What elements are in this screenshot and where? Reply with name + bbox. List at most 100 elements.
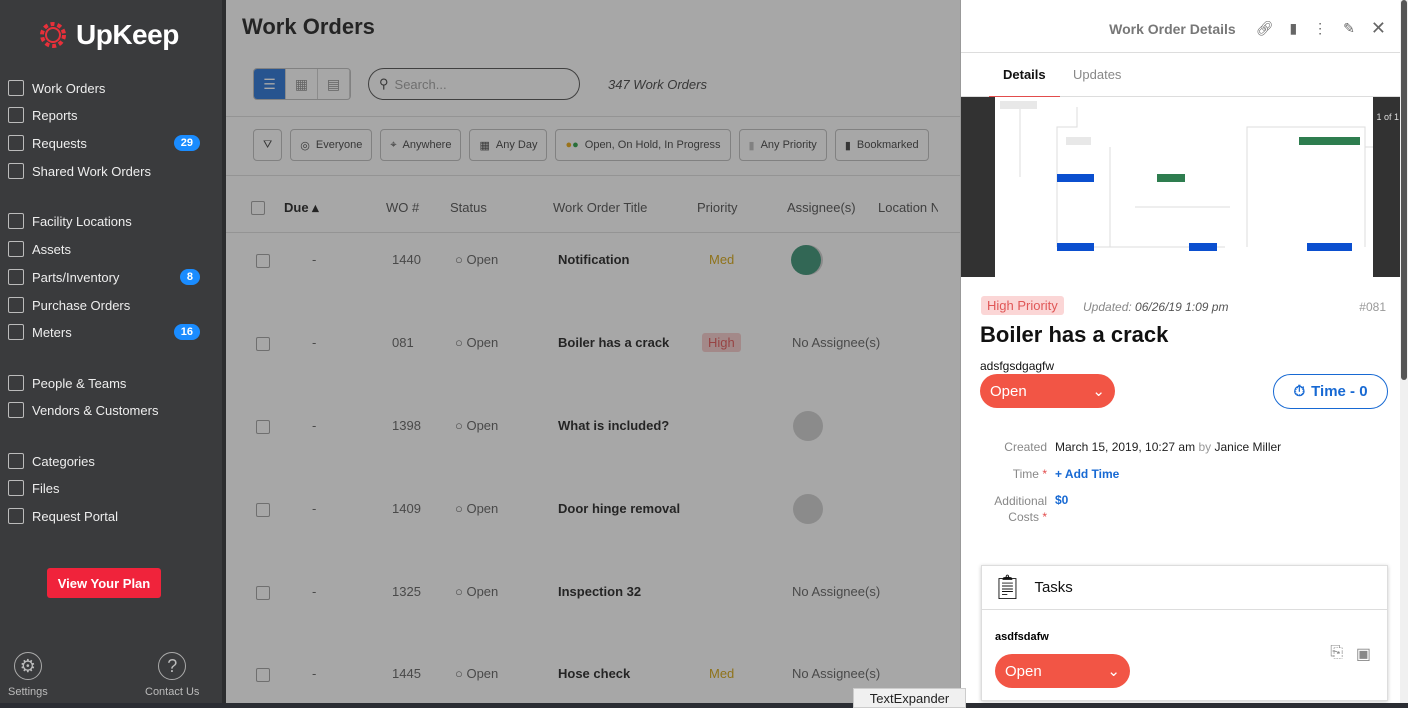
calendar-view-icon[interactable]: ▤ bbox=[318, 69, 350, 99]
column-status[interactable]: Status bbox=[450, 200, 487, 215]
sidebar-item-requests[interactable]: Requests 29 bbox=[8, 133, 208, 153]
close-icon[interactable]: ✕ bbox=[1370, 18, 1386, 38]
sidebar-item-label: Categories bbox=[32, 453, 95, 469]
column-assignees[interactable]: Assignee(s) bbox=[787, 200, 856, 215]
column-priority[interactable]: Priority bbox=[697, 200, 738, 215]
sidebar-item-label: Parts/Inventory bbox=[32, 269, 120, 285]
filter-priority[interactable]: ▮ Any Priority bbox=[738, 129, 827, 161]
row-checkbox[interactable] bbox=[256, 337, 270, 351]
share-icon bbox=[8, 163, 24, 179]
screw-icon bbox=[8, 269, 24, 285]
image-icon[interactable]: ▣ bbox=[1355, 646, 1371, 663]
row-checkbox[interactable] bbox=[256, 586, 270, 600]
sidebar-item-shared-work-orders[interactable]: Shared Work Orders bbox=[8, 161, 208, 181]
status-cell: ○ Open bbox=[455, 252, 499, 267]
wo-title[interactable]: What is included? bbox=[558, 418, 670, 433]
sidebar-item-people-teams[interactable]: People & Teams bbox=[8, 373, 208, 393]
status-text: Open bbox=[466, 252, 499, 267]
contact-us-button[interactable]: ? Contact Us bbox=[145, 652, 199, 698]
sidebar-item-meters[interactable]: Meters 16 bbox=[8, 322, 208, 342]
sidebar-item-purchase-orders[interactable]: Purchase Orders bbox=[8, 295, 208, 315]
row-checkbox[interactable] bbox=[256, 503, 270, 517]
filter-everyone[interactable]: ◎ Everyone bbox=[290, 129, 373, 161]
group-icon bbox=[8, 402, 24, 418]
wo-number: 081 bbox=[392, 335, 414, 350]
column-due[interactable]: Due ▴ bbox=[284, 200, 319, 215]
wo-title[interactable]: Inspection 32 bbox=[558, 584, 642, 599]
status-dropdown[interactable]: Open ⌄ bbox=[980, 374, 1115, 408]
sidebar-item-facility-locations[interactable]: Facility Locations bbox=[8, 211, 208, 231]
file-icon bbox=[8, 480, 24, 496]
filter-anywhere[interactable]: ⌖ Anywhere bbox=[380, 129, 462, 161]
filter-label: Any Day bbox=[495, 139, 538, 151]
wo-number: 1409 bbox=[392, 501, 421, 516]
help-icon: ? bbox=[158, 652, 187, 680]
more-icon[interactable]: ⋮ bbox=[1313, 20, 1328, 36]
wo-title[interactable]: Door hinge removal bbox=[558, 501, 681, 516]
status-dots-icon: ●● bbox=[565, 139, 579, 151]
modal-overlay[interactable] bbox=[226, 0, 960, 708]
image-viewer[interactable]: 1 of 1 bbox=[961, 97, 1401, 277]
time-button[interactable]: ⏱ Time - 0 bbox=[1273, 374, 1388, 409]
row-checkbox[interactable] bbox=[256, 254, 270, 268]
view-plan-button[interactable]: View Your Plan bbox=[47, 568, 161, 598]
select-all-checkbox[interactable] bbox=[251, 201, 265, 215]
divider bbox=[226, 175, 960, 176]
task-status-label: Open bbox=[1005, 662, 1042, 680]
sidebar-item-request-portal[interactable]: Request Portal bbox=[8, 506, 208, 526]
attachment-icon[interactable]: ⎘ bbox=[1330, 644, 1343, 661]
tab-details[interactable]: Details bbox=[1003, 67, 1046, 82]
sidebar-item-assets[interactable]: Assets bbox=[8, 239, 208, 259]
row-checkbox[interactable] bbox=[256, 668, 270, 682]
table-row[interactable]: - 1445 ○ Open Hose check Med No Assignee(s… bbox=[226, 666, 960, 694]
wo-title[interactable]: Notification bbox=[558, 252, 630, 267]
sidebar-item-vendors-customers[interactable]: Vendors & Customers bbox=[8, 400, 208, 420]
bookmark-icon bbox=[8, 453, 24, 469]
sidebar-item-categories[interactable]: Categories bbox=[8, 451, 208, 471]
sidebar-item-parts-inventory[interactable]: Parts/Inventory 8 bbox=[8, 267, 208, 287]
upkeep-logo[interactable]: UpKeep bbox=[36, 18, 179, 52]
filter-status[interactable]: ●● Open, On Hold, In Progress bbox=[555, 129, 731, 161]
table-row[interactable]: - 1325 ○ Open Inspection 32 No Assignee(s… bbox=[226, 584, 960, 612]
sidebar-item-files[interactable]: Files bbox=[8, 478, 208, 498]
table-row[interactable]: - 1440 ○ Open Notification Med bbox=[226, 245, 960, 280]
status-text: Open bbox=[466, 501, 499, 516]
filter-icon-button[interactable]: ⛛ bbox=[253, 129, 283, 161]
sidebar: UpKeep Work Orders Reports Requests 29 Share… bbox=[0, 0, 222, 708]
settings-button[interactable]: ⚙ Settings bbox=[8, 652, 48, 698]
panel-scrollbar[interactable] bbox=[1400, 0, 1408, 703]
column-title[interactable]: Work Order Title bbox=[553, 200, 648, 215]
sidebar-item-label: Reports bbox=[32, 107, 78, 123]
table-row[interactable]: - 1409 ○ Open Door hinge removal bbox=[226, 494, 960, 529]
list-view-icon[interactable]: ☰ bbox=[254, 69, 286, 99]
tasks-title: Tasks bbox=[1034, 579, 1073, 596]
task-status-dropdown[interactable]: Open ⌄ bbox=[995, 654, 1130, 688]
row-checkbox[interactable] bbox=[256, 420, 270, 434]
tab-updates[interactable]: Updates bbox=[1073, 67, 1122, 82]
wo-title[interactable]: Boiler has a crack bbox=[558, 335, 670, 350]
sidebar-item-reports[interactable]: Reports bbox=[8, 105, 208, 125]
table-row[interactable]: - 081 ○ Open Boiler has a crack High No As… bbox=[226, 333, 960, 363]
clipboard-check-icon: 📋︎ bbox=[992, 574, 1023, 601]
sidebar-item-label: Facility Locations bbox=[32, 213, 132, 229]
filter-label: Bookmarked bbox=[856, 139, 919, 151]
filter-any-day[interactable]: ▦ Any Day bbox=[469, 129, 548, 161]
textexpander-tab[interactable]: TextExpander bbox=[853, 688, 966, 708]
costs-value[interactable]: $0 bbox=[1055, 493, 1069, 507]
edit-icon[interactable]: ✎ bbox=[1343, 20, 1355, 36]
filter-bookmarked[interactable]: ▮ Bookmarked bbox=[834, 129, 929, 161]
gauge-icon bbox=[8, 324, 24, 340]
column-location[interactable]: Location N bbox=[878, 200, 938, 215]
link-icon[interactable]: 🔗︎ bbox=[1255, 20, 1274, 36]
stopwatch-icon: ⏱ bbox=[1293, 383, 1306, 400]
board-view-icon[interactable]: ▦ bbox=[286, 69, 318, 99]
column-wo[interactable]: WO # bbox=[386, 200, 420, 215]
search-input[interactable]: ⚲ Search... bbox=[368, 68, 580, 100]
wo-title[interactable]: Hose check bbox=[558, 666, 631, 681]
people-icon: ◎ bbox=[300, 139, 310, 152]
cube-icon bbox=[8, 241, 24, 257]
add-time-link[interactable]: + Add Time bbox=[1055, 467, 1120, 481]
bookmark-icon[interactable]: ▮ bbox=[1289, 20, 1298, 36]
table-row[interactable]: - 1398 ○ Open What is included? bbox=[226, 411, 960, 446]
sidebar-item-work-orders[interactable]: Work Orders bbox=[8, 78, 208, 98]
